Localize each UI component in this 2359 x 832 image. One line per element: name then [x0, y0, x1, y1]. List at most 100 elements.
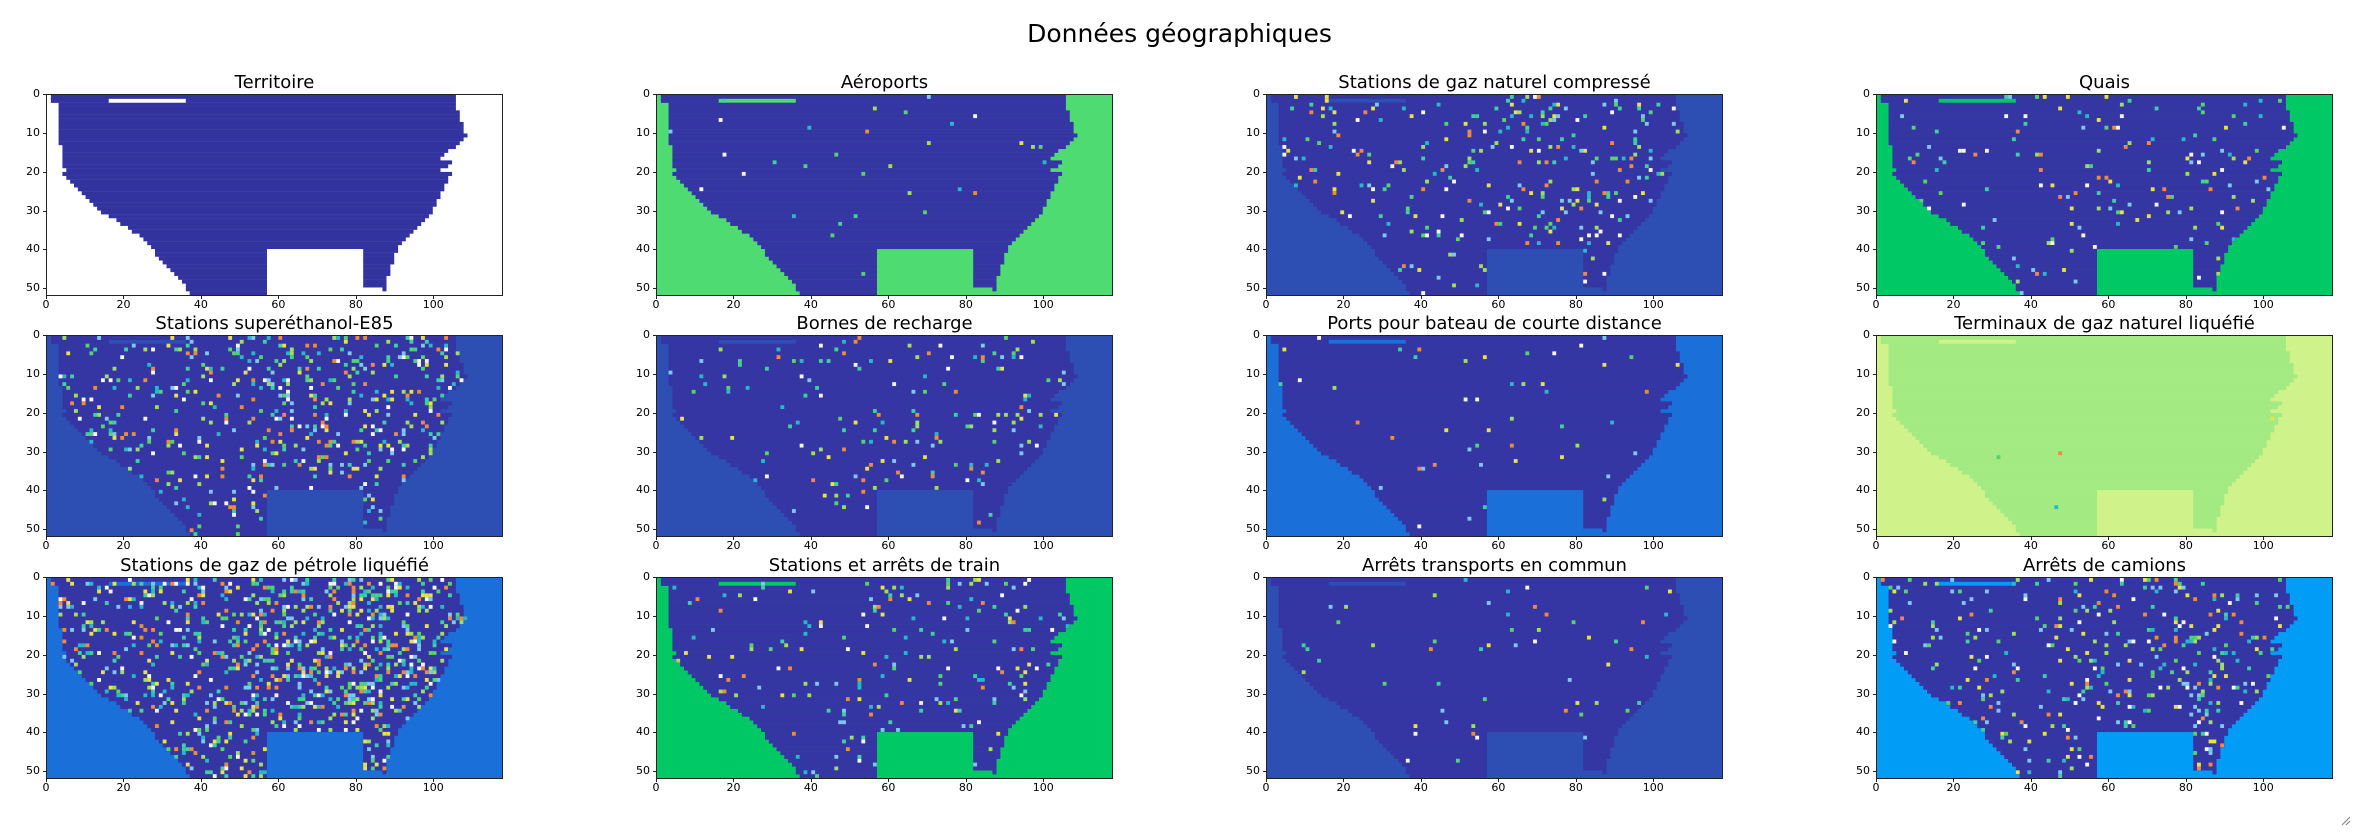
hotspot-cell: [845, 697, 850, 702]
hotspot-cell: [309, 466, 314, 471]
land-cell-run: [1888, 374, 2298, 379]
land-cell-run: [81, 191, 441, 196]
hotspot-cell: [266, 428, 271, 433]
hotspot-cell: [1521, 187, 1526, 192]
land-cell-run: [50, 95, 456, 100]
hotspot-cell: [197, 670, 202, 675]
hotspot-cell: [1436, 229, 1441, 234]
hotspot-cell: [405, 601, 410, 605]
hotspot-cell: [363, 701, 368, 705]
hotspot-cell: [197, 436, 202, 440]
x-tick-mark: [46, 779, 47, 782]
hotspot-cell: [127, 578, 132, 582]
land-cell-run: [1583, 252, 1615, 257]
land-cell-run: [687, 187, 1055, 192]
hotspot-cell: [297, 674, 302, 678]
hotspot-cell: [2116, 693, 2120, 698]
hotspot-cell: [386, 647, 391, 652]
hotspot-cell: [386, 754, 391, 759]
hotspot-cell: [2023, 114, 2028, 119]
hotspot-cell: [386, 339, 391, 344]
hotspot-cell: [1320, 106, 1325, 111]
land-cell-run: [100, 451, 433, 456]
hotspot-cell: [401, 474, 406, 479]
hotspot-cell: [1409, 229, 1414, 234]
land-cell-run: [973, 731, 1009, 736]
hotspot-cell: [2143, 578, 2147, 582]
hotspot-cell: [355, 728, 360, 732]
hotspot-cell: [1900, 616, 1904, 621]
land-cell-run: [2004, 512, 2097, 517]
land-cell-run: [1888, 125, 2294, 130]
hotspot-cell: [305, 343, 310, 348]
hotspot-cell: [259, 774, 263, 778]
hotspot-cell: [915, 593, 920, 598]
hotspot-cell: [857, 336, 862, 340]
hotspot-cell: [178, 443, 182, 448]
land-cell-run: [668, 612, 1074, 617]
hotspot-cell: [923, 455, 927, 460]
hotspot-cell: [2166, 195, 2171, 199]
land-cell-run: [363, 743, 395, 748]
hotspot-cell: [351, 589, 356, 594]
hotspot-cell: [313, 393, 317, 398]
hotspot-cell: [2154, 106, 2159, 111]
hotspot-cell: [1305, 647, 1310, 652]
hotspot-cell: [1625, 179, 1630, 184]
hotspot-cell: [174, 708, 179, 713]
hotspot-cell: [270, 382, 275, 386]
hotspot-cell: [413, 639, 418, 644]
hotspot-cell: [842, 339, 846, 344]
hotspot-cell: [1633, 141, 1638, 145]
hotspot-cell: [286, 393, 290, 398]
hotspot-cell: [154, 724, 159, 728]
land-cell-run: [668, 585, 1066, 590]
hotspot-cell: [432, 666, 437, 671]
hotspot-cell: [89, 631, 94, 636]
hotspot-cell: [791, 693, 796, 698]
hotspot-cell: [2185, 156, 2190, 161]
land-cell-run: [1583, 509, 1611, 514]
hotspot-cell: [66, 386, 71, 390]
hotspot-cell: [359, 393, 364, 398]
hotspot-cell: [1544, 225, 1549, 230]
hotspot-cell: [104, 601, 109, 605]
hotspot-cell: [166, 482, 171, 486]
hotspot-cell: [1065, 624, 1070, 628]
hotspot-cell: [1644, 175, 1649, 180]
land-cell-run: [77, 428, 445, 433]
land-cell-run: [710, 693, 1043, 698]
hotspot-cell: [942, 616, 947, 621]
hotspot-cell: [2231, 156, 2236, 161]
hotspot-cell: [1602, 497, 1607, 502]
hotspot-cell: [2278, 604, 2282, 609]
hotspot-cell: [845, 647, 850, 652]
hotspot-cell: [2220, 210, 2225, 215]
hotspot-cell: [216, 739, 221, 744]
hotspot-cell: [1421, 156, 1426, 161]
land-cell-run: [1386, 747, 1487, 752]
hotspot-cell: [1428, 647, 1433, 652]
y-tick-mark: [1873, 94, 1876, 95]
hotspot-cell: [370, 635, 375, 640]
hotspot-cell: [1617, 218, 1622, 222]
land-cell-run: [668, 378, 1074, 383]
y-tick-label: 10: [26, 125, 40, 139]
hotspot-cell: [903, 439, 908, 444]
hotspot-cell: [289, 424, 294, 429]
hotspot-cell: [270, 386, 275, 390]
hotspot-cell: [359, 439, 364, 444]
hotspot-cell: [2131, 597, 2136, 602]
hotspot-cell: [1567, 198, 1572, 203]
hotspot-cell: [386, 443, 391, 448]
hotspot-cell: [289, 624, 294, 628]
hotspot-cell: [2185, 171, 2190, 176]
hotspot-cell: [340, 712, 344, 717]
hotspot-cell: [151, 681, 155, 686]
hotspot-cell: [178, 628, 182, 632]
hotspot-cell: [1459, 233, 1464, 238]
resize-grip-icon[interactable]: [2341, 816, 2351, 826]
hotspot-cell: [243, 628, 248, 632]
hotspot-cell: [274, 620, 279, 625]
land-cell-run: [1900, 662, 2279, 667]
